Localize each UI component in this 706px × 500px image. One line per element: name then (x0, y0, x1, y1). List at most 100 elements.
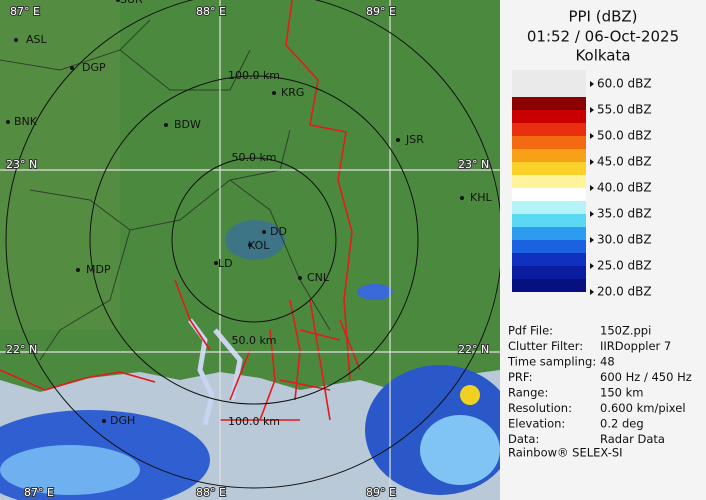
lat-lon-grid (0, 0, 500, 500)
legend-band (512, 97, 586, 110)
legend-label: 60.0 dBZ (597, 77, 652, 91)
place-label: MDP (86, 263, 111, 276)
info-label: Resolution: (508, 401, 572, 415)
place-label: LD (218, 257, 233, 270)
legend-band (512, 266, 586, 279)
place-label: KRG (281, 86, 304, 99)
legend-pointer (590, 133, 594, 139)
footer: Rainbow® SELEX-SI (508, 446, 623, 460)
district-lines (0, 19, 331, 361)
legend-band (512, 162, 586, 175)
place-dot (116, 0, 120, 2)
range-label: 50.0 km (231, 334, 276, 347)
legend-band (512, 240, 586, 253)
place-label: DGH (110, 414, 135, 427)
legend-label: 20.0 dBZ (597, 285, 652, 299)
legend-label: 40.0 dBZ (597, 181, 652, 195)
info-label: Clutter Filter: (508, 339, 583, 353)
place-dot (76, 268, 80, 272)
legend-pointer (590, 81, 594, 87)
legend-label: 50.0 dBZ (597, 129, 652, 143)
legend-band (512, 227, 586, 240)
legend-pointer (590, 237, 594, 243)
place-label: KHL (470, 191, 492, 204)
place-label: SUR (120, 0, 143, 6)
legend-pointer (590, 107, 594, 113)
info-label: PRF: (508, 370, 533, 384)
legend-empty (512, 70, 586, 97)
legend-band (512, 253, 586, 266)
place-dot (272, 91, 276, 95)
info-value: 150 km (600, 386, 643, 400)
legend-pointer (590, 263, 594, 269)
place-dot (6, 120, 10, 124)
info-value: 0.2 deg (600, 417, 644, 431)
range-rings (5, 0, 500, 489)
rain (0, 220, 500, 500)
range-label: 50.0 km (231, 151, 276, 164)
rain-cell (420, 415, 500, 485)
place-dot (396, 138, 400, 142)
legend-band (512, 279, 586, 292)
grid-label: 88° E (196, 486, 226, 499)
info-value: 0.600 km/pixel (600, 401, 686, 415)
borders (0, 0, 361, 421)
panel-title: PPI (dBZ) (568, 8, 637, 26)
grid-label: 87° E (24, 486, 54, 499)
legend-band (512, 175, 586, 188)
legend-band (512, 123, 586, 136)
rain-cell (0, 445, 140, 495)
place-label: DD (270, 225, 287, 238)
grid-label: 22° N (6, 343, 37, 356)
place-dot (14, 38, 18, 42)
info-label: Data: (508, 432, 539, 446)
legend-label: 25.0 dBZ (597, 259, 652, 273)
rain-cell (460, 385, 480, 405)
place-label: ASL (26, 33, 48, 46)
grid-label: 89° E (366, 5, 396, 18)
place-label: CNL (307, 271, 330, 284)
place-dot (102, 419, 106, 423)
grid-label: 87° E (10, 5, 40, 18)
grid-label: 23° N (6, 158, 37, 171)
grid-label: 22° N (458, 343, 489, 356)
panel-time: 01:52 / 06-Oct-2025 (527, 28, 679, 46)
legend-band (512, 110, 586, 123)
place-label: BNK (14, 115, 38, 128)
range-label: 100.0 km (228, 415, 280, 428)
legend-label: 55.0 dBZ (597, 103, 652, 117)
legend-pointer (590, 211, 594, 217)
place-dot (248, 243, 252, 247)
place-label: BDW (174, 118, 201, 131)
info-value: 150Z.ppi (600, 324, 651, 338)
legend-bar (512, 70, 586, 292)
info-label: Pdf File: (508, 324, 553, 338)
place-dot (214, 261, 218, 265)
legend-band (512, 214, 586, 227)
legend-band (512, 201, 586, 214)
info-label: Elevation: (508, 417, 565, 431)
info-label: Time sampling: (507, 355, 596, 369)
place-dot (262, 230, 266, 234)
info-value: Radar Data (600, 432, 665, 446)
legend-pointer (590, 159, 594, 165)
place-dot (298, 276, 302, 280)
legend-label: 35.0 dBZ (597, 207, 652, 221)
legend-pointer (590, 185, 594, 191)
legend-label: 45.0 dBZ (597, 155, 652, 169)
place-label: JSR (405, 133, 424, 146)
info-value: IIRDoppler 7 (600, 339, 671, 353)
legend-band (512, 149, 586, 162)
legend-band (512, 188, 586, 201)
place-label: KOL (248, 239, 270, 252)
legend-label: 30.0 dBZ (597, 233, 652, 247)
grid-label: 89° E (366, 486, 396, 499)
legend-pointer (590, 289, 594, 295)
terrain-shade (0, 0, 120, 330)
range-label: 100.0 km (228, 69, 280, 82)
info-value: 600 Hz / 450 Hz (600, 370, 692, 384)
place-dot (460, 196, 464, 200)
rain-cell (357, 284, 393, 300)
